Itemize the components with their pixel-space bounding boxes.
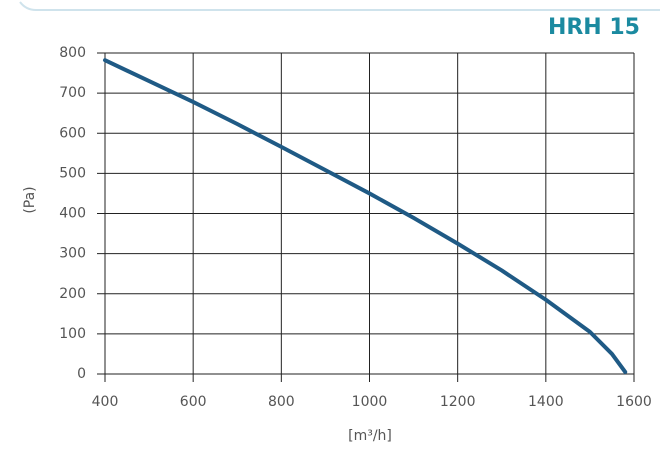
x-tick-label: 600 xyxy=(180,394,207,410)
data-line xyxy=(103,58,628,374)
y-tick-label: 800 xyxy=(59,45,86,61)
y-tick-label: 700 xyxy=(59,85,86,101)
y-tick-label: 600 xyxy=(59,125,86,141)
y-tick-label: 0 xyxy=(77,366,86,382)
x-tick-label: 1000 xyxy=(352,394,388,410)
x-tick-label: 800 xyxy=(268,394,295,410)
y-tick-label: 100 xyxy=(59,326,86,342)
y-tick-label: 400 xyxy=(59,206,86,222)
chart-title: HRH 15 xyxy=(548,15,640,40)
x-tick-label: 1600 xyxy=(616,394,652,410)
x-tick-label: 400 xyxy=(92,394,119,410)
y-axis-label: (Pa) xyxy=(22,186,38,213)
y-tick-label: 500 xyxy=(59,165,86,181)
y-tick-label: 300 xyxy=(59,246,86,262)
y-tick-label: 200 xyxy=(59,286,86,302)
x-axis-label: [m³/h] xyxy=(348,428,392,444)
frame-border xyxy=(19,1,660,11)
x-tick-label: 1400 xyxy=(528,394,564,410)
x-tick-label: 1200 xyxy=(440,394,476,410)
